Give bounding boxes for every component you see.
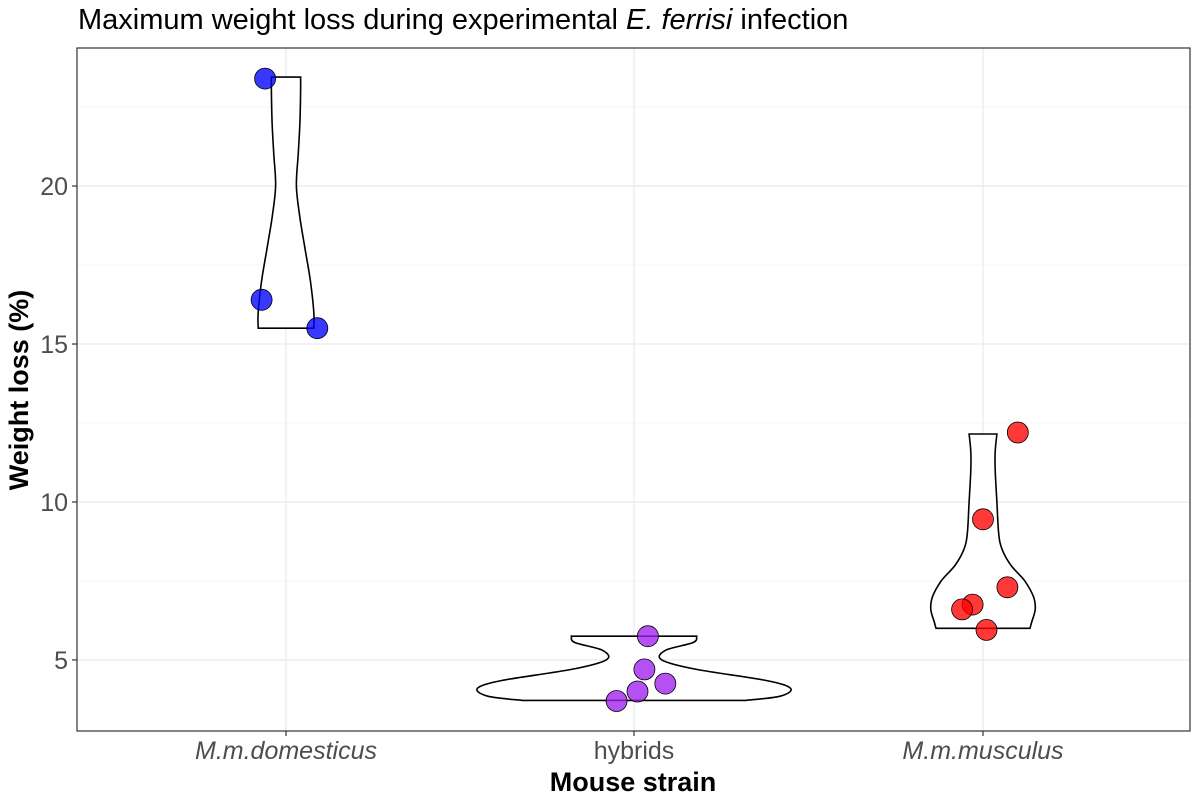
data-point-1-3: [626, 680, 649, 703]
x-tick-label-2: M.m.musculus: [902, 737, 1063, 765]
y-axis: 5 10 15 20: [40, 173, 77, 675]
x-tick-label-0: M.m.domesticus: [195, 737, 377, 765]
data-point-1-1: [633, 658, 656, 681]
chart-title-part-0: Maximum weight loss during experimental: [78, 4, 626, 36]
y-axis-title: Weight loss (%): [4, 290, 34, 491]
y-tick-label-1: 10: [40, 489, 68, 517]
data-point-0-2: [306, 317, 329, 340]
x-tick-label-1: hybrids: [594, 737, 675, 765]
violin-2: [929, 433, 1037, 630]
data-point-0-1: [250, 288, 273, 311]
violins: [257, 76, 1037, 702]
y-tick-label-2: 15: [40, 331, 68, 359]
data-point-1-4: [605, 690, 628, 712]
data-point-2-0: [1006, 421, 1029, 444]
data-point-2-1: [972, 508, 994, 531]
chart-title-part-2: infection: [732, 4, 848, 36]
chart-title-part-1: E. ferrisi: [626, 4, 734, 36]
data-point-2-5: [975, 619, 998, 641]
chart-title: Maximum weight loss during experimental …: [78, 4, 848, 36]
data-point-1-2: [654, 672, 677, 695]
data-point-2-2: [996, 576, 1019, 599]
data-point-0-0: [254, 67, 277, 90]
y-tick-label-3: 20: [40, 173, 68, 201]
y-tick-label-0: 5: [54, 647, 68, 675]
data-point-2-4: [951, 598, 973, 621]
x-axis: M.m.domesticus hybrids M.m.musculus: [195, 731, 1064, 765]
data-point-1-0: [637, 625, 659, 648]
points: [250, 67, 1029, 712]
x-axis-title: Mouse strain: [550, 767, 717, 797]
